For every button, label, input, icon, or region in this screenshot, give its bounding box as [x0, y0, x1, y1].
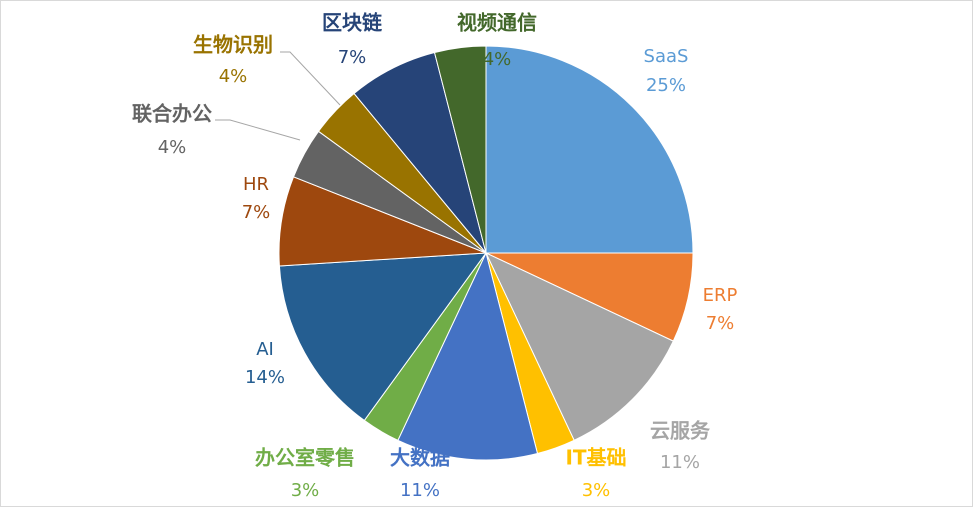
value-label: 7%: [706, 313, 735, 334]
pie-slice: [278, 252, 488, 422]
value-label: 25%: [646, 75, 686, 96]
value-label: 11%: [660, 452, 700, 473]
pie-slice: [485, 45, 694, 254]
value-label: 3%: [582, 480, 611, 501]
value-label: 4%: [158, 137, 187, 158]
slice-label: IT基础: [565, 446, 626, 470]
slice-label: 办公室零售: [255, 446, 355, 470]
pie-slice: [484, 251, 674, 441]
slice-label: 大数据: [390, 446, 450, 470]
value-label: 4%: [483, 49, 512, 70]
slice-label: 视频通信: [457, 11, 537, 35]
pie-slice: [397, 251, 539, 461]
value-label: 3%: [291, 480, 320, 501]
slice-label: 联合办公: [132, 102, 212, 126]
value-label: 14%: [245, 367, 285, 388]
slice-label: ERP: [703, 285, 738, 306]
value-label: 11%: [400, 480, 440, 501]
value-label: 7%: [338, 47, 367, 68]
value-label: 4%: [219, 66, 248, 87]
pie-slice: [433, 45, 487, 254]
value-label: 7%: [242, 202, 271, 223]
slice-label: AI: [256, 339, 274, 360]
slice-label: 生物识别: [193, 33, 273, 57]
slice-label: SaaS: [644, 46, 689, 67]
leader-line: [215, 119, 301, 141]
slice-label: 云服务: [650, 419, 711, 443]
slice-label: 区块链: [322, 11, 383, 35]
leader-line: [280, 51, 341, 106]
slice-label: HR: [243, 174, 269, 195]
